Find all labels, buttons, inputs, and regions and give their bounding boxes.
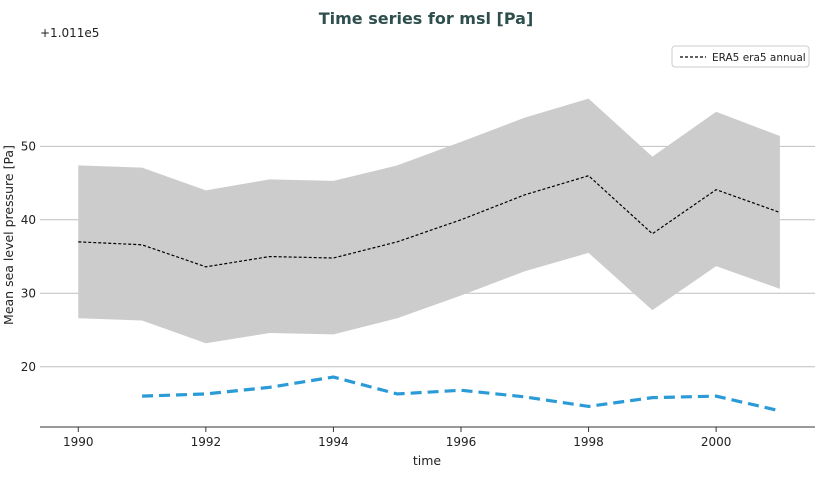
axes	[40, 426, 815, 432]
y-tick-label: 20	[21, 360, 36, 374]
legend: ERA5 era5 annual	[671, 45, 810, 68]
uncertainty-band-0	[78, 98, 780, 344]
legend-label-era5: ERA5 era5 annual	[712, 52, 806, 64]
x-tick-label: 1994	[318, 435, 349, 449]
x-tick-label: 2000	[701, 435, 732, 449]
x-tick-label: 1990	[63, 435, 94, 449]
x-tick-label: 1992	[191, 435, 222, 449]
x-tick-label: 1996	[446, 435, 477, 449]
y-offset-label: +1.011e5	[40, 26, 99, 40]
y-tick-label: 40	[21, 213, 36, 227]
tick-labels: 20 30 40 50 1990 1992 1994 1996 1998 2000	[21, 139, 732, 449]
series-line-1	[142, 375, 781, 413]
legend-box	[671, 45, 810, 68]
x-tick-label: 1998	[573, 435, 604, 449]
series-line-0	[78, 175, 781, 268]
uncertainty-bands	[78, 98, 780, 344]
x-axis-label: time	[413, 453, 442, 468]
y-axis-label: Mean sea level pressure [Pa]	[1, 145, 16, 325]
series-lines	[78, 175, 781, 413]
y-tick-label: 30	[21, 286, 36, 300]
chart-title: Time series for msl [Pa]	[319, 9, 534, 28]
y-tick-label: 50	[21, 139, 36, 153]
